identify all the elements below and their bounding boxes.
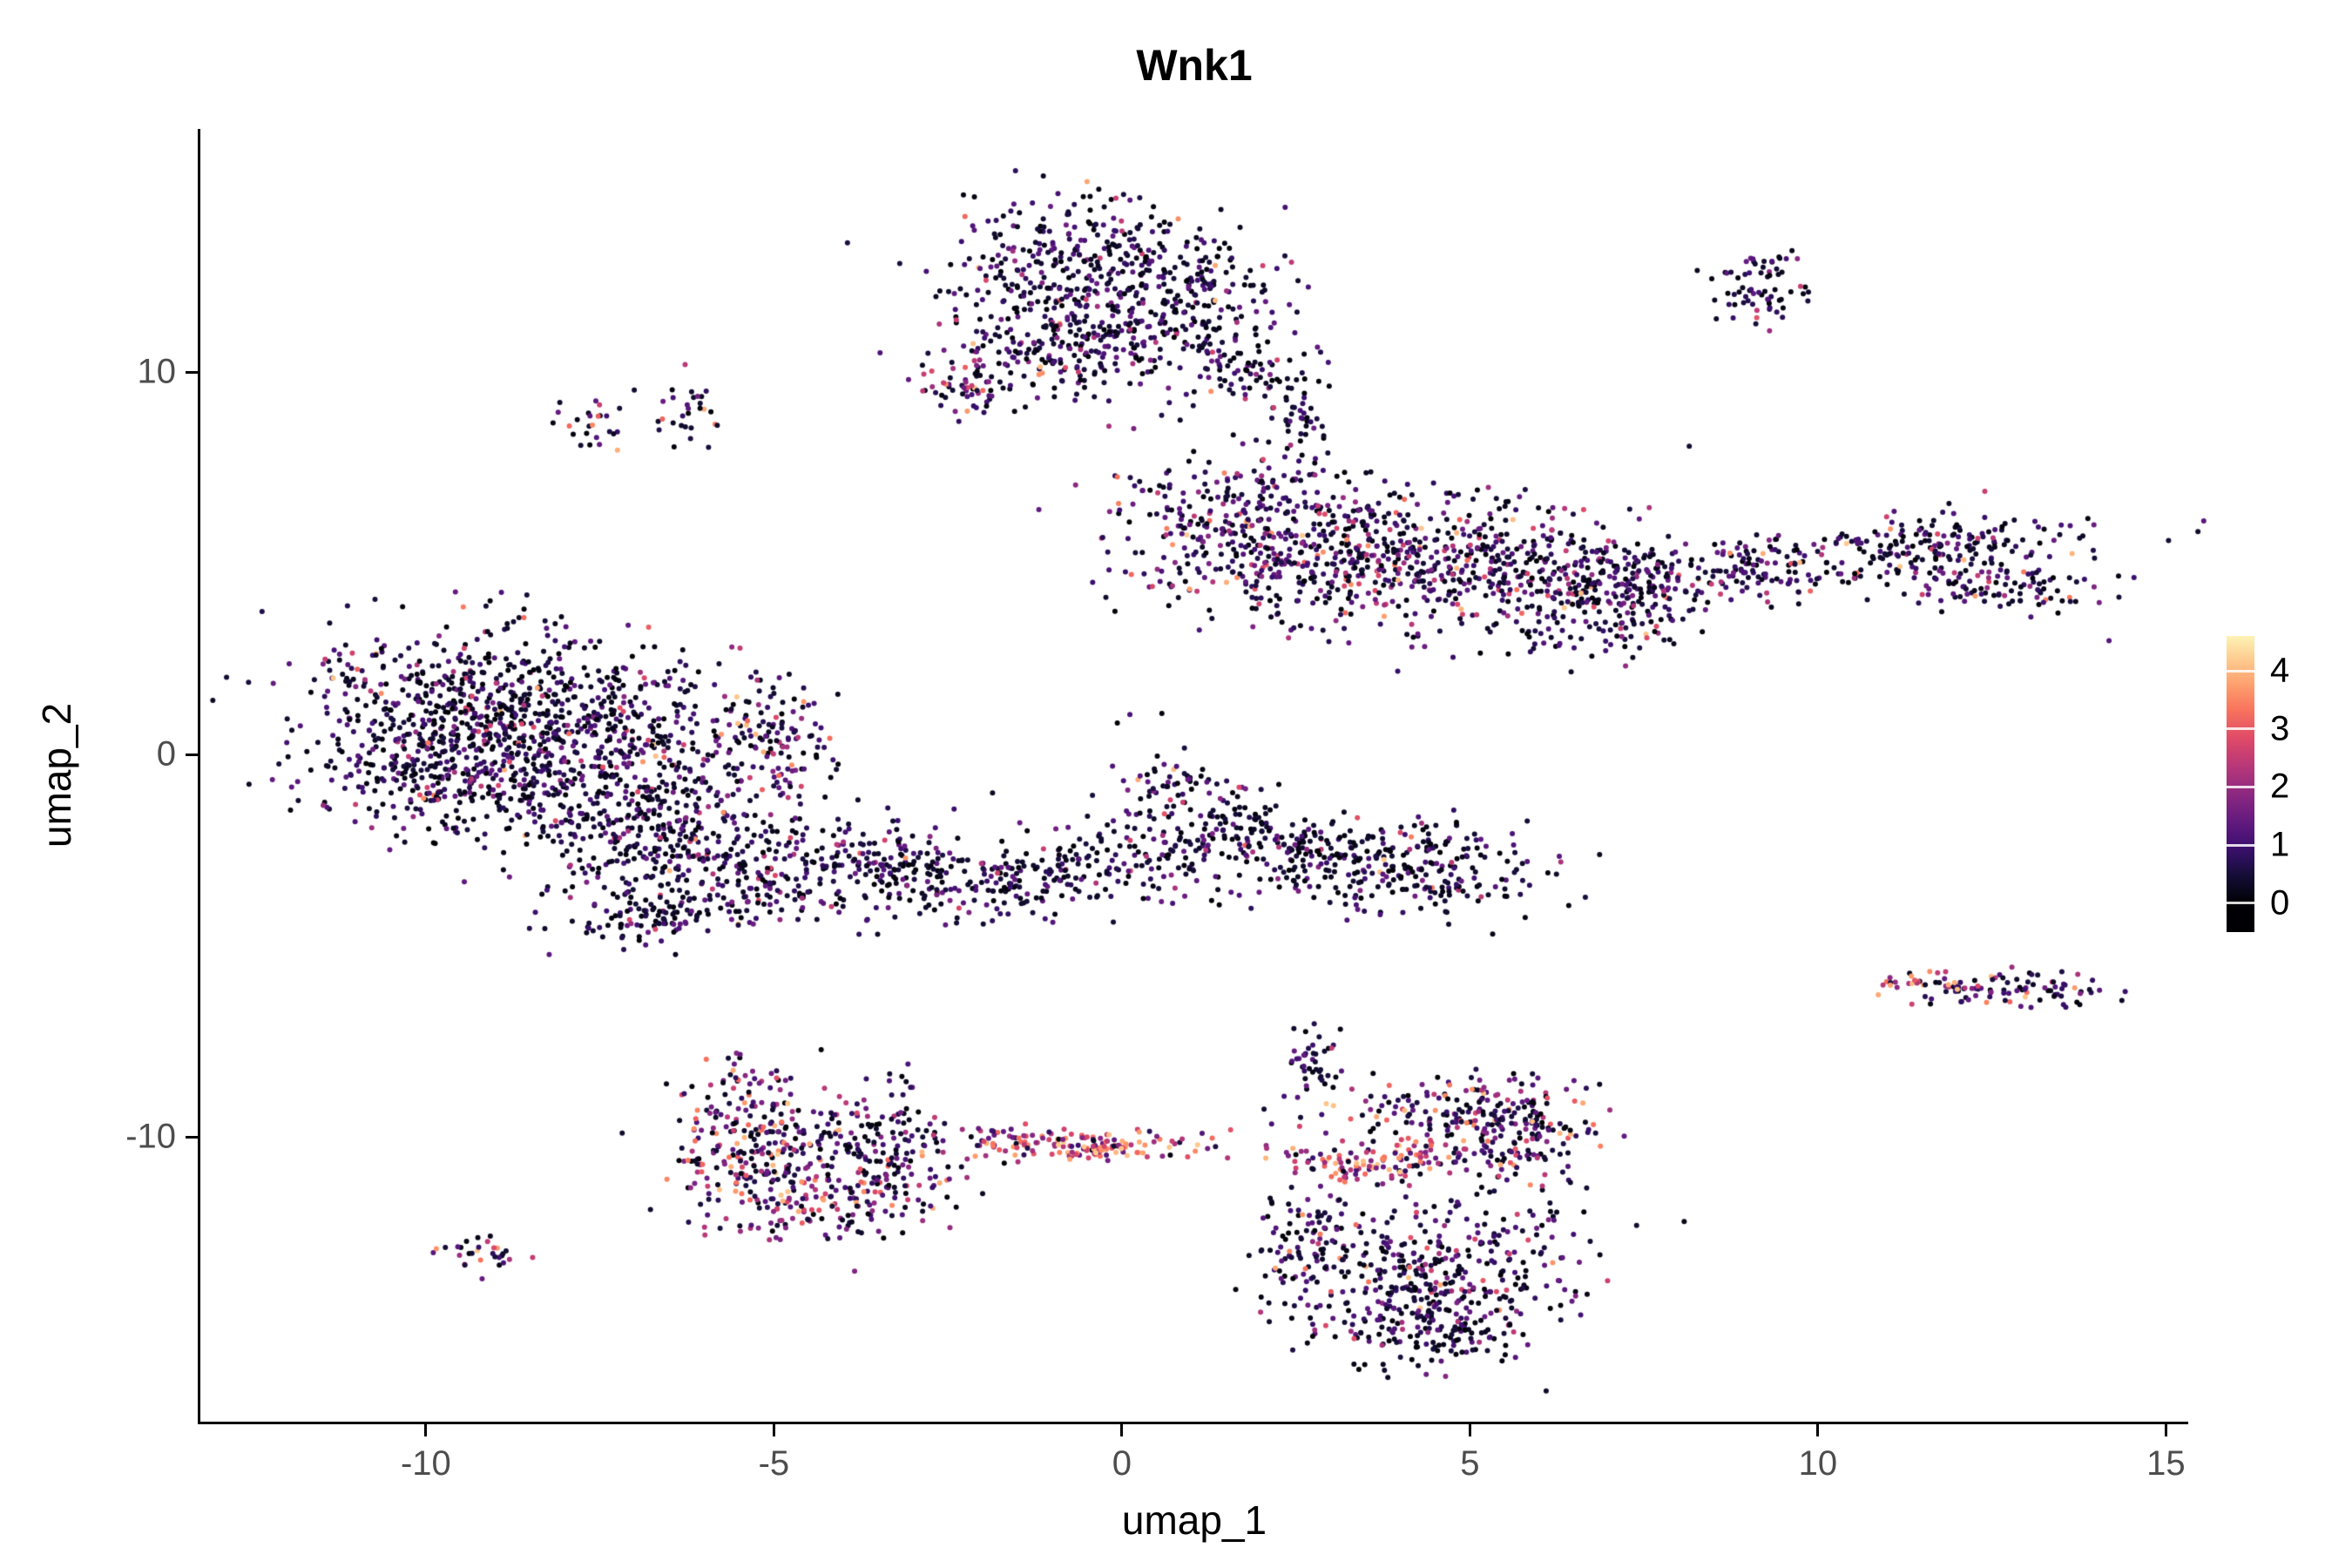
colorbar-tick-mark xyxy=(2227,843,2254,847)
x-tick-label: 15 xyxy=(2146,1444,2186,1483)
x-axis-line xyxy=(198,1422,2188,1424)
plot-title: Wnk1 xyxy=(1136,41,1253,90)
y-tick-mark xyxy=(186,370,198,374)
y-tick-label: 10 xyxy=(137,352,177,391)
colorbar-tick-label: 0 xyxy=(2270,883,2290,923)
colorbar-tick-label: 4 xyxy=(2270,651,2290,690)
x-tick-label: 0 xyxy=(1112,1444,1132,1483)
x-tick-label: -5 xyxy=(758,1444,790,1483)
y-tick-label: 0 xyxy=(156,734,176,774)
x-tick-mark xyxy=(1816,1424,1820,1436)
colorbar-tick-mark xyxy=(2227,669,2254,672)
y-tick-label: -10 xyxy=(125,1117,176,1156)
x-tick-label: 5 xyxy=(1460,1444,1480,1483)
x-axis-title: umap_1 xyxy=(1121,1497,1267,1543)
y-axis-line xyxy=(198,129,200,1424)
colorbar-gradient xyxy=(2227,636,2254,932)
x-tick-label: -10 xyxy=(400,1444,451,1483)
y-axis-title: umap_2 xyxy=(34,702,79,848)
colorbar-tick-label: 1 xyxy=(2270,825,2290,864)
colorbar-legend: 4 3 2 1 0 xyxy=(2227,636,2289,932)
x-tick-mark xyxy=(1120,1424,1124,1436)
y-tick-mark xyxy=(186,753,198,756)
x-tick-mark xyxy=(1468,1424,1471,1436)
x-tick-label: 10 xyxy=(1798,1444,1838,1483)
x-tick-mark xyxy=(2164,1424,2167,1436)
colorbar-tick-label: 2 xyxy=(2270,767,2290,806)
x-tick-mark xyxy=(772,1424,775,1436)
colorbar-tick-mark xyxy=(2227,727,2254,731)
x-tick-mark xyxy=(424,1424,428,1436)
colorbar-tick-mark xyxy=(2227,785,2254,788)
y-tick-mark xyxy=(186,1135,198,1139)
colorbar-tick-label: 3 xyxy=(2270,709,2290,748)
colorbar-tick-mark xyxy=(2227,902,2254,905)
